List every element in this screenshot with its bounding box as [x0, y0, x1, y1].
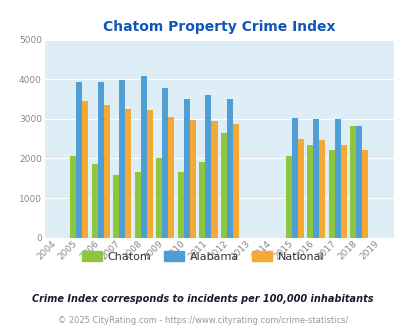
Legend: Chatom, Alabama, National: Chatom, Alabama, National	[77, 247, 328, 267]
Bar	[312, 119, 318, 238]
Bar	[297, 139, 303, 238]
Bar	[340, 145, 346, 238]
Bar	[125, 109, 131, 238]
Bar	[82, 101, 88, 238]
Bar	[190, 120, 196, 238]
Bar	[98, 82, 103, 238]
Bar	[211, 121, 217, 238]
Bar	[356, 126, 361, 238]
Text: Crime Index corresponds to incidents per 100,000 inhabitants: Crime Index corresponds to incidents per…	[32, 294, 373, 304]
Bar	[220, 133, 226, 238]
Bar	[92, 164, 98, 238]
Bar	[141, 76, 147, 238]
Bar	[350, 125, 356, 238]
Bar	[307, 145, 312, 238]
Bar	[318, 140, 324, 238]
Bar	[285, 156, 291, 238]
Bar	[113, 176, 119, 238]
Bar	[76, 82, 82, 238]
Bar	[168, 117, 174, 238]
Bar	[328, 150, 334, 238]
Bar	[205, 95, 211, 238]
Text: © 2025 CityRating.com - https://www.cityrating.com/crime-statistics/: © 2025 CityRating.com - https://www.city…	[58, 316, 347, 325]
Bar	[291, 118, 297, 238]
Bar	[232, 123, 239, 238]
Bar	[199, 162, 205, 238]
Bar	[119, 81, 125, 238]
Bar	[147, 110, 152, 238]
Bar	[134, 172, 141, 238]
Bar	[334, 119, 340, 238]
Bar	[361, 150, 367, 238]
Bar	[183, 99, 190, 238]
Bar	[226, 99, 232, 238]
Bar	[177, 172, 183, 238]
Title: Chatom Property Crime Index: Chatom Property Crime Index	[103, 20, 335, 34]
Bar	[103, 105, 109, 238]
Bar	[70, 156, 76, 238]
Bar	[156, 158, 162, 238]
Bar	[162, 88, 168, 238]
